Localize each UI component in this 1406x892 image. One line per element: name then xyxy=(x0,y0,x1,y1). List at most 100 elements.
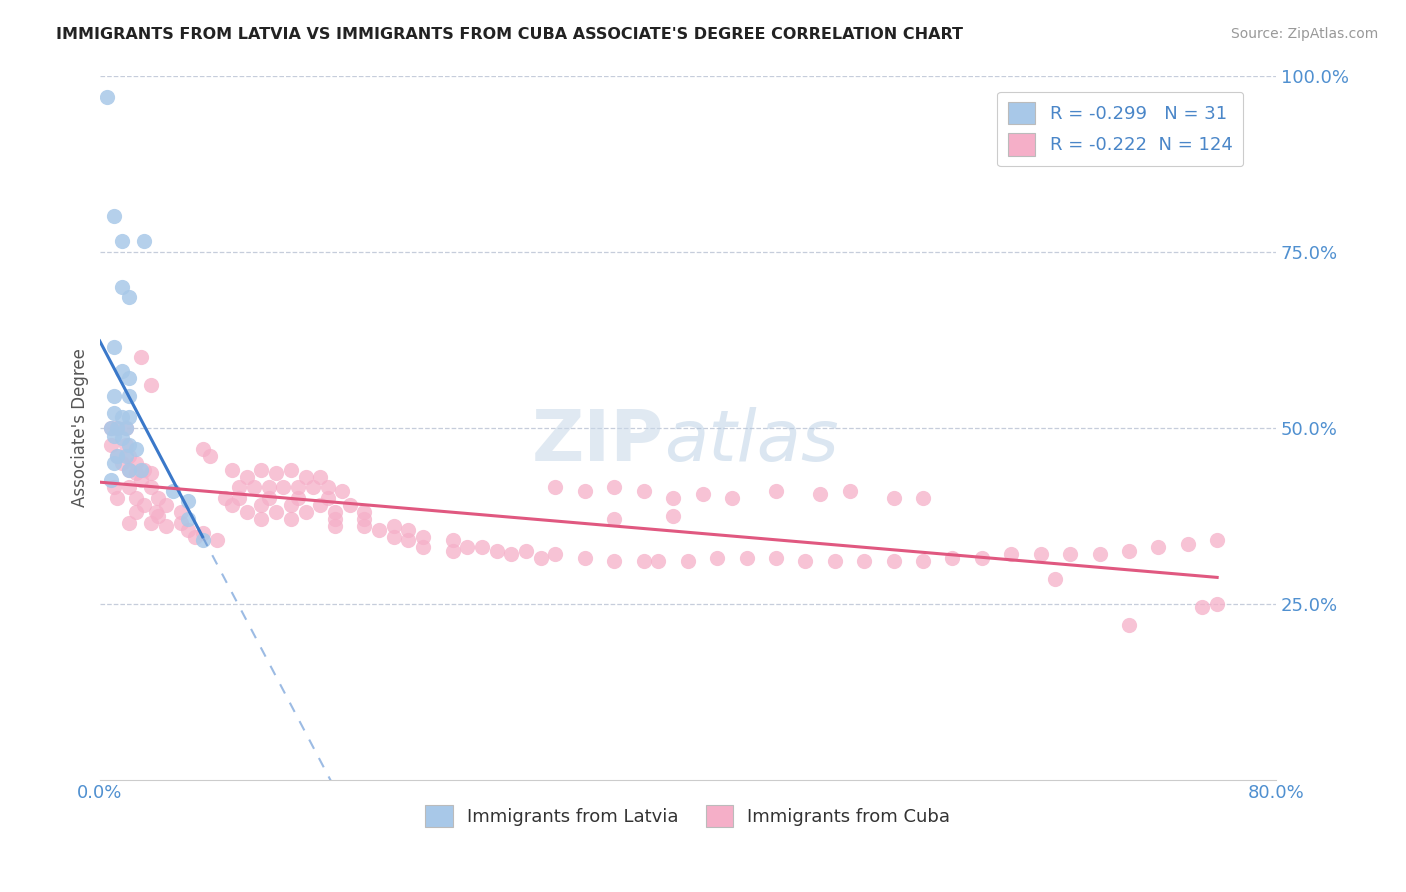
Point xyxy=(1000,547,1022,561)
Point xyxy=(111,279,134,293)
Point xyxy=(323,505,346,519)
Point xyxy=(353,505,375,519)
Point xyxy=(191,442,214,456)
Point xyxy=(1206,597,1229,611)
Point xyxy=(294,470,316,484)
Point xyxy=(280,463,302,477)
Point xyxy=(118,371,141,385)
Point xyxy=(692,487,714,501)
Point xyxy=(103,429,125,443)
Point xyxy=(103,480,125,494)
Point xyxy=(273,480,295,494)
Point xyxy=(191,526,214,541)
Point xyxy=(368,523,391,537)
Point xyxy=(132,463,155,477)
Point xyxy=(471,541,494,555)
Point xyxy=(316,491,339,505)
Point xyxy=(970,550,993,565)
Point xyxy=(250,512,273,526)
Point xyxy=(1147,541,1170,555)
Point xyxy=(118,409,141,424)
Point xyxy=(412,530,434,544)
Point xyxy=(228,480,250,494)
Point xyxy=(280,498,302,512)
Point xyxy=(1206,533,1229,548)
Point xyxy=(1191,600,1213,615)
Point xyxy=(456,541,478,555)
Point xyxy=(139,467,162,481)
Point xyxy=(1118,617,1140,632)
Point xyxy=(100,474,122,488)
Point xyxy=(647,554,669,568)
Point xyxy=(353,512,375,526)
Point xyxy=(100,420,122,434)
Point xyxy=(353,519,375,533)
Point xyxy=(302,480,325,494)
Point xyxy=(115,449,138,463)
Point xyxy=(808,487,831,501)
Point xyxy=(316,480,339,494)
Point xyxy=(111,431,134,445)
Point xyxy=(129,463,152,477)
Point xyxy=(633,554,655,568)
Point xyxy=(662,491,685,505)
Point xyxy=(294,505,316,519)
Point xyxy=(912,491,935,505)
Point xyxy=(105,449,128,463)
Point xyxy=(706,550,728,565)
Point xyxy=(501,547,523,561)
Point xyxy=(100,438,122,452)
Point xyxy=(264,467,287,481)
Point xyxy=(103,389,125,403)
Point xyxy=(148,491,170,505)
Point xyxy=(257,491,280,505)
Point xyxy=(169,505,191,519)
Point xyxy=(838,483,860,498)
Point xyxy=(115,420,138,434)
Point xyxy=(676,554,699,568)
Point xyxy=(339,498,361,512)
Point xyxy=(1045,572,1067,586)
Point xyxy=(100,420,122,434)
Point xyxy=(125,491,148,505)
Point xyxy=(412,541,434,555)
Point xyxy=(105,420,128,434)
Point xyxy=(105,491,128,505)
Point xyxy=(103,456,125,470)
Point xyxy=(103,340,125,354)
Point xyxy=(603,480,626,494)
Point xyxy=(323,519,346,533)
Point xyxy=(129,474,152,488)
Point xyxy=(912,554,935,568)
Point xyxy=(132,234,155,248)
Point xyxy=(155,498,177,512)
Point xyxy=(883,491,905,505)
Point xyxy=(633,483,655,498)
Point xyxy=(105,449,128,463)
Point xyxy=(177,523,200,537)
Point xyxy=(169,516,191,530)
Point xyxy=(382,519,405,533)
Point xyxy=(118,516,141,530)
Text: ZIP: ZIP xyxy=(531,407,664,476)
Point xyxy=(118,463,141,477)
Point xyxy=(118,389,141,403)
Point xyxy=(441,533,464,548)
Point xyxy=(574,483,596,498)
Point xyxy=(257,480,280,494)
Point xyxy=(250,498,273,512)
Point xyxy=(162,483,184,498)
Point xyxy=(125,467,148,481)
Point xyxy=(941,550,963,565)
Point xyxy=(139,516,162,530)
Point xyxy=(221,463,243,477)
Point xyxy=(330,483,353,498)
Point xyxy=(235,470,257,484)
Point xyxy=(125,456,148,470)
Point xyxy=(603,512,626,526)
Point xyxy=(139,378,162,392)
Point xyxy=(132,498,155,512)
Point xyxy=(287,480,309,494)
Point xyxy=(883,554,905,568)
Point xyxy=(118,463,141,477)
